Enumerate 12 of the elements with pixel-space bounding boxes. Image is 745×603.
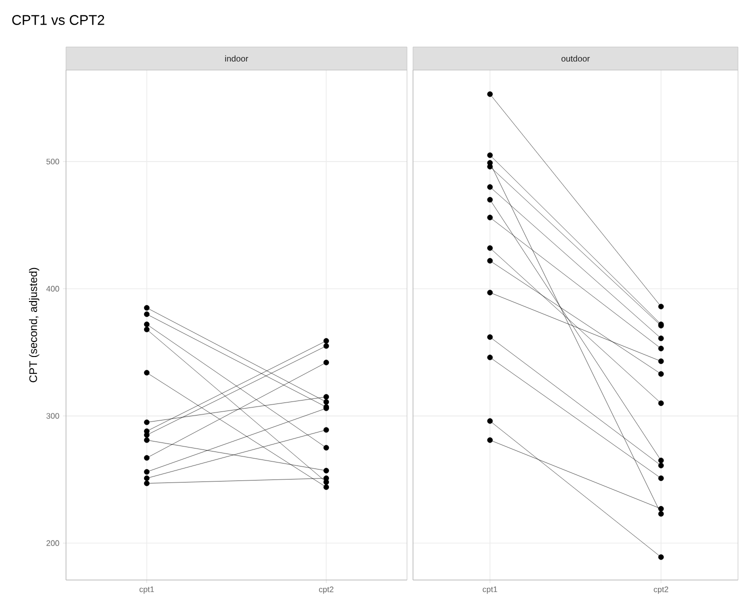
chart-title: CPT1 vs CPT2 [12, 15, 104, 25]
y-tick-label: 400 [46, 286, 60, 292]
chart-subtitle: indoor [225, 55, 248, 62]
y-tick-label: 200 [46, 540, 60, 546]
chart-subtitle: outdoor [561, 55, 590, 62]
y-tick-label: 300 [46, 413, 60, 419]
x-tick-label: cpt1 [482, 586, 498, 594]
x-tick-label: cpt2 [654, 586, 668, 594]
x-tick-label: cpt2 [319, 586, 334, 594]
x-tick-label: cpt1 [140, 586, 154, 594]
y-tick-label: 500 [46, 158, 60, 164]
y-axis-title: CPT (second, adjusted) [29, 268, 40, 382]
